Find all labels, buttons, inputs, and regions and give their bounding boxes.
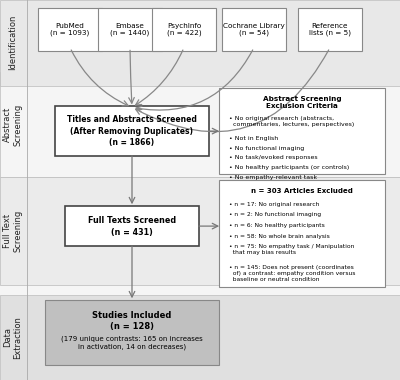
Text: (179 unique contrasts: 165 on increases
in activation, 14 on decreases): (179 unique contrasts: 165 on increases … (61, 335, 203, 350)
FancyBboxPatch shape (45, 300, 219, 365)
Text: n = 303 Articles Excluded: n = 303 Articles Excluded (251, 188, 353, 194)
Text: Embase
(n = 1440): Embase (n = 1440) (110, 23, 150, 36)
Text: PsychInfo
(n = 422): PsychInfo (n = 422) (167, 23, 201, 36)
FancyBboxPatch shape (38, 8, 102, 51)
FancyBboxPatch shape (0, 177, 400, 285)
Text: Reference
lists (n = 5): Reference lists (n = 5) (309, 23, 351, 36)
Text: • n = 6: No healthy participants: • n = 6: No healthy participants (229, 223, 325, 228)
Text: Identification: Identification (8, 15, 17, 70)
FancyBboxPatch shape (219, 88, 385, 174)
Text: • Not in English: • Not in English (229, 136, 278, 141)
Text: Full Text
Screening: Full Text Screening (3, 210, 22, 252)
Text: Cochrane Library
(n = 54): Cochrane Library (n = 54) (223, 23, 285, 36)
Text: Data
Extraction: Data Extraction (3, 316, 22, 359)
Text: • No original research (abstracts,
  commentaries, lectures, perspectives): • No original research (abstracts, comme… (229, 116, 354, 127)
Text: • No functional imaging: • No functional imaging (229, 146, 304, 150)
Text: PubMed
(n = 1093): PubMed (n = 1093) (50, 23, 90, 36)
FancyBboxPatch shape (0, 294, 400, 380)
Text: • n = 58: No whole brain analysis: • n = 58: No whole brain analysis (229, 233, 330, 239)
Text: • No task/evoked responses: • No task/evoked responses (229, 155, 318, 160)
Text: Full Texts Screened
(n = 431): Full Texts Screened (n = 431) (88, 216, 176, 236)
Text: • n = 2: No functional imaging: • n = 2: No functional imaging (229, 212, 321, 217)
Text: • n = 17: No original research: • n = 17: No original research (229, 201, 320, 207)
FancyBboxPatch shape (65, 206, 199, 246)
FancyBboxPatch shape (55, 106, 209, 156)
FancyBboxPatch shape (0, 72, 400, 177)
FancyBboxPatch shape (219, 180, 385, 287)
Text: Abstract
Screening: Abstract Screening (3, 103, 22, 146)
Text: • No healthy participants (or controls): • No healthy participants (or controls) (229, 165, 350, 170)
FancyBboxPatch shape (222, 8, 286, 51)
Text: • n = 145: Does not present (coordinates
  of) a contrast: empathy condition ver: • n = 145: Does not present (coordinates… (229, 265, 356, 282)
Text: Titles and Abstracts Screened
(After Removing Duplicates)
(n = 1866): Titles and Abstracts Screened (After Rem… (67, 115, 197, 147)
Text: Studies Included
(n = 128): Studies Included (n = 128) (92, 311, 172, 331)
FancyBboxPatch shape (98, 8, 162, 51)
FancyBboxPatch shape (0, 0, 400, 86)
Text: • No empathy-relevant task: • No empathy-relevant task (229, 175, 317, 180)
Text: • n = 75: No empathy task / Manipulation
  that may bias results: • n = 75: No empathy task / Manipulation… (229, 244, 354, 255)
FancyBboxPatch shape (152, 8, 216, 51)
Text: Abstract Screening
Exclusion Criteria: Abstract Screening Exclusion Criteria (263, 96, 341, 109)
FancyBboxPatch shape (298, 8, 362, 51)
